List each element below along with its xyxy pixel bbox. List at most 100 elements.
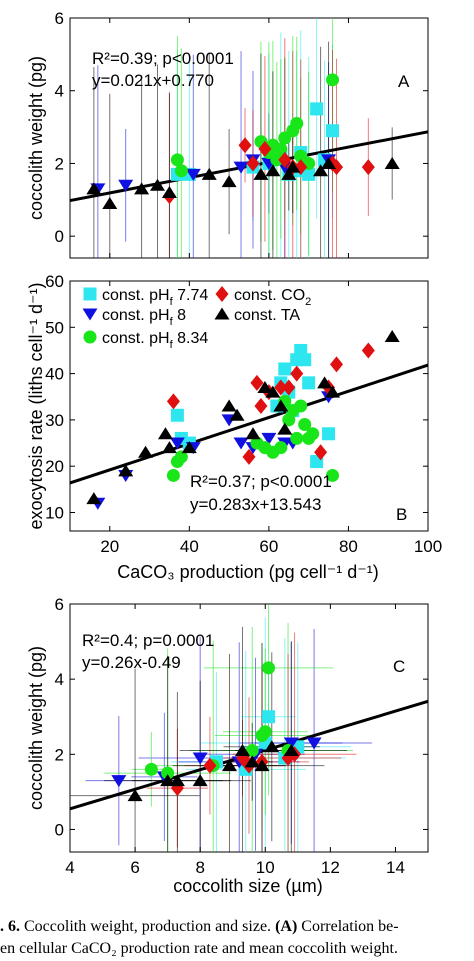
figure-caption: . 6. Coccolith weight, production and si… [0, 916, 474, 960]
panel-b-point-red [314, 444, 328, 461]
panel-b-point-green [298, 418, 312, 432]
panel-c-xtick-label: 4 [65, 858, 74, 877]
panel-c-ticks: 0 2 4 6 4 6 8 10 12 14 [55, 595, 428, 877]
panel-b-stats-eq: y=0.283x+13.543 [190, 495, 321, 514]
panel-c-xtick-label: 10 [256, 858, 275, 877]
panel-c-point-black [169, 774, 185, 787]
panel-a-point-green [290, 116, 304, 130]
panel-b-ylabel: exocytosis rate (liths cell⁻¹ d⁻¹) [26, 282, 46, 529]
panel-b-point-black [277, 422, 293, 435]
panel-c-xtick-label: 12 [321, 858, 340, 877]
panel-b-ticks: 10 20 30 40 50 60 20 40 60 80 100 [45, 272, 442, 556]
panel-a-point-green [274, 142, 288, 156]
caption-line-1: . 6. Coccolith weight, production and si… [0, 916, 474, 938]
panel-b-point-black [245, 427, 261, 440]
panel-b-point-red [274, 379, 288, 396]
panel-a-ytick-label: 0 [55, 227, 64, 246]
panel-a-panel-label: A [398, 72, 410, 91]
panel-a-point-black [313, 164, 329, 177]
panel-b-point-blue [233, 437, 249, 450]
panel-b-ytick-label: 10 [45, 503, 64, 522]
panel-c-ytick-label: 6 [55, 595, 64, 614]
legend-label-blue: const. pHf 8 [102, 307, 186, 328]
panel-a-stats-eq: y=0.021x+0.770 [92, 71, 214, 90]
panel-a-point-black [285, 160, 301, 173]
panel-a-point-black [253, 167, 269, 180]
panel-a-ticks: 0 2 4 6 [55, 9, 428, 258]
panel-c-point-green [262, 661, 276, 675]
panel-a-point-red [238, 137, 252, 154]
legend-label-black: const. TA [234, 307, 300, 324]
panel-c-xtick-label: 8 [195, 858, 204, 877]
panel-c-markers [111, 661, 322, 802]
panel-a-point-cyan [326, 124, 340, 138]
panel-c-point-black [234, 744, 250, 757]
panel-c-stats-eq: y=0.26x-0.49 [82, 653, 181, 672]
panel-c-point-cyan [262, 710, 276, 724]
panel-b-markers [86, 330, 400, 510]
panel-a-point-black [86, 182, 102, 195]
panel-a-point-blue [185, 168, 201, 181]
panel-c-point-blue [283, 737, 299, 750]
panel-a-ytick-label: 4 [55, 82, 64, 101]
panel-b-ytick-label: 60 [45, 272, 64, 291]
panel-b-fit-line [69, 363, 429, 485]
panel-b-point-red [282, 379, 296, 396]
panel-c-xtick-label: 6 [130, 858, 139, 877]
panel-c-point-black [283, 744, 299, 757]
panel-a-point-red [330, 159, 344, 176]
panel-b-point-green [326, 468, 340, 482]
panel-a-point-cyan [310, 102, 324, 116]
panel-b-xtick-label: 80 [339, 537, 358, 556]
panel-a-ylabel: coccolith weight (pg) [26, 56, 46, 220]
panel-c-point-blue [192, 752, 208, 765]
panel-c-point-black [244, 755, 260, 768]
panel-c-frame [69, 603, 429, 853]
panel-c-point-black [264, 740, 280, 753]
panel-a-point-black [150, 178, 166, 191]
panel-c: 0 2 4 6 4 6 8 10 12 14 C R²=0.4; p=0.0001 y=0.26x… [26, 595, 429, 896]
panel-b-stats-r2: R²=0.37; p<0.0001 [190, 472, 332, 491]
panel-b-point-black [118, 464, 134, 477]
panel-a-markers [86, 73, 400, 209]
panel-a-point-black [384, 156, 400, 169]
panel-c-stats-r2: R²=0.4; p=0.0001 [82, 631, 214, 650]
panel-b-point-black [325, 385, 341, 398]
panel-c-point-black [254, 759, 270, 772]
panel-b-point-blue [261, 432, 277, 445]
panel-a-point-blue [233, 161, 249, 174]
panel-b-point-black [86, 492, 102, 505]
panel-a-point-red [361, 159, 375, 176]
panel-a-frame [69, 17, 429, 259]
panel-b-point-cyan [278, 362, 292, 376]
panel-b-point-black [157, 427, 173, 440]
panel-c-panel-label: C [393, 657, 405, 676]
caption-line-2: en cellular CaCO₂ production rate and me… [0, 940, 398, 957]
caption-fig-number: . 6. [0, 918, 20, 935]
panel-a-point-black [161, 186, 177, 199]
legend-marker-black [214, 307, 230, 320]
panel-a-stats-r2: R²=0.39; p<0.0001 [92, 49, 234, 68]
panel-b-xtick-label: 40 [180, 537, 199, 556]
caption-text-1: Coccolith weight, production and size. [20, 918, 276, 935]
panel-a-point-red [278, 151, 292, 168]
caption-panel-a-ref: (A) [275, 918, 298, 935]
panel-b-ytick-label: 30 [45, 411, 64, 430]
panel-c-point-blue [111, 775, 127, 788]
panel-b-point-black [317, 376, 333, 389]
panel-b-point-cyan [170, 408, 184, 422]
panel-b-point-black [257, 380, 273, 393]
panel-a-point-blue [118, 179, 134, 192]
panel-b-ytick-label: 50 [45, 318, 64, 337]
panel-b-point-black [229, 408, 245, 421]
legend-marker-green [83, 330, 97, 344]
panel-b-point-red [290, 365, 304, 382]
panel-a-ytick-label: 6 [55, 9, 64, 28]
panel-b-point-green [274, 441, 288, 455]
legend-marker-red [215, 286, 229, 302]
panel-c-point-green [161, 766, 175, 780]
panel-b-point-green [306, 427, 320, 441]
panel-c-point-black [127, 789, 143, 802]
panel-a-point-black [134, 182, 150, 195]
